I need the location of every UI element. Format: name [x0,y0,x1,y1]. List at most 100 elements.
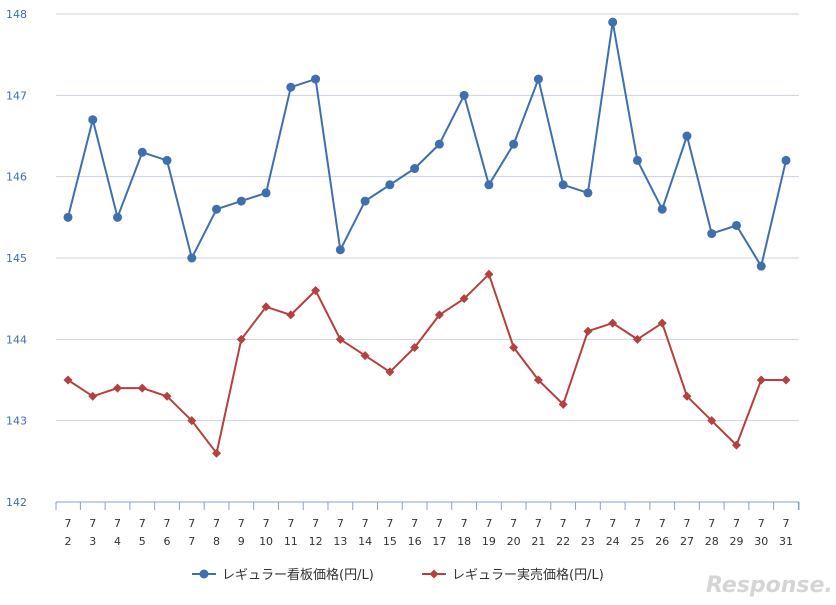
data-point [608,318,618,328]
x-tick-label: 27 [680,535,694,548]
x-tick-label: 7 [337,517,344,530]
x-tick-label: 29 [729,535,743,548]
x-tick-label: 14 [358,535,372,548]
x-tick-label: 30 [754,535,768,548]
x-tick-label: 7 [164,517,171,530]
x-tick-label: 8 [213,535,220,548]
data-point [756,261,766,271]
data-point [682,391,692,401]
data-point [311,74,321,84]
x-tick-label: 4 [114,535,121,548]
data-point [682,131,692,141]
data-point [731,220,741,230]
data-point [113,212,123,222]
x-tick-label: 7 [65,517,72,530]
data-point [335,245,345,255]
data-point [509,139,519,149]
data-point [459,90,469,100]
data-point [187,253,197,263]
data-point [657,204,667,214]
x-tick-label: 11 [284,535,298,548]
data-point [88,115,98,125]
x-tick-label: 7 [584,517,591,530]
x-tick-label: 19 [482,535,496,548]
x-tick-label: 7 [263,517,270,530]
grid-lines [56,13,799,422]
x-tick-label: 25 [630,535,644,548]
data-point [434,139,444,149]
data-point [335,334,345,344]
data-point [756,375,766,385]
x-tick-label: 7 [485,517,492,530]
data-point [236,196,246,206]
legend-marker [199,569,209,579]
data-point [459,294,469,304]
data-point [533,74,543,84]
x-tick-label: 31 [779,535,793,548]
data-point [261,302,271,312]
x-tick-label: 7 [609,517,616,530]
data-point [781,375,791,385]
data-point [137,383,147,393]
data-point [657,318,667,328]
x-tick-label: 7 [213,517,220,530]
data-point [162,155,172,165]
y-tick-label: 148 [6,8,27,21]
data-point [212,448,222,458]
x-tick-label: 7 [312,517,319,530]
x-tick-label: 7 [758,517,765,530]
legend-marker [429,569,439,579]
x-tick-label: 12 [309,535,323,548]
data-point [509,342,519,352]
x-tick-label: 7 [708,517,715,530]
data-point [632,155,642,165]
x-tick-label: 15 [383,535,397,548]
data-point [385,367,395,377]
data-point [236,334,246,344]
x-tick-label: 18 [457,535,471,548]
x-tick-label: 7 [287,517,294,530]
x-tick-label: 22 [556,535,570,548]
series-1 [63,17,791,271]
data-point [162,391,172,401]
x-tick-label: 7 [139,517,146,530]
x-tick-label: 5 [139,535,146,548]
data-point [533,375,543,385]
x-tick-label: 20 [507,535,521,548]
data-point [63,375,73,385]
data-point [212,204,222,214]
x-tick-label: 17 [432,535,446,548]
series-2 [63,269,791,458]
x-tick-label: 7 [510,517,517,530]
legend-label: レギュラー看板価格(円/L) [222,567,374,583]
data-point [707,416,717,426]
data-point [608,17,618,27]
x-tick-label: 7 [436,517,443,530]
data-point [63,212,73,222]
y-tick-label: 144 [6,333,27,346]
x-tick-label: 26 [655,535,669,548]
data-point [410,164,420,174]
data-point [360,351,370,361]
x-tick-label: 2 [65,535,72,548]
x-tick-label: 28 [705,535,719,548]
data-point [187,416,197,426]
legend: レギュラー看板価格(円/L) レギュラー実売価格(円/L) [192,567,604,583]
data-point [731,440,741,450]
data-point [137,147,147,157]
data-point [707,229,717,239]
x-tick-label: 7 [188,517,195,530]
y-tick-label: 143 [6,415,27,428]
series-line [67,21,787,268]
data-point [558,180,568,190]
x-tick-label: 7 [386,517,393,530]
data-point [261,188,271,198]
x-tick-label: 7 [114,517,121,530]
data-point [410,342,420,352]
data-point [632,334,642,344]
x-tick-label: 9 [238,535,245,548]
data-point [286,82,296,92]
data-point [484,269,494,279]
x-tick-label: 10 [259,535,273,548]
